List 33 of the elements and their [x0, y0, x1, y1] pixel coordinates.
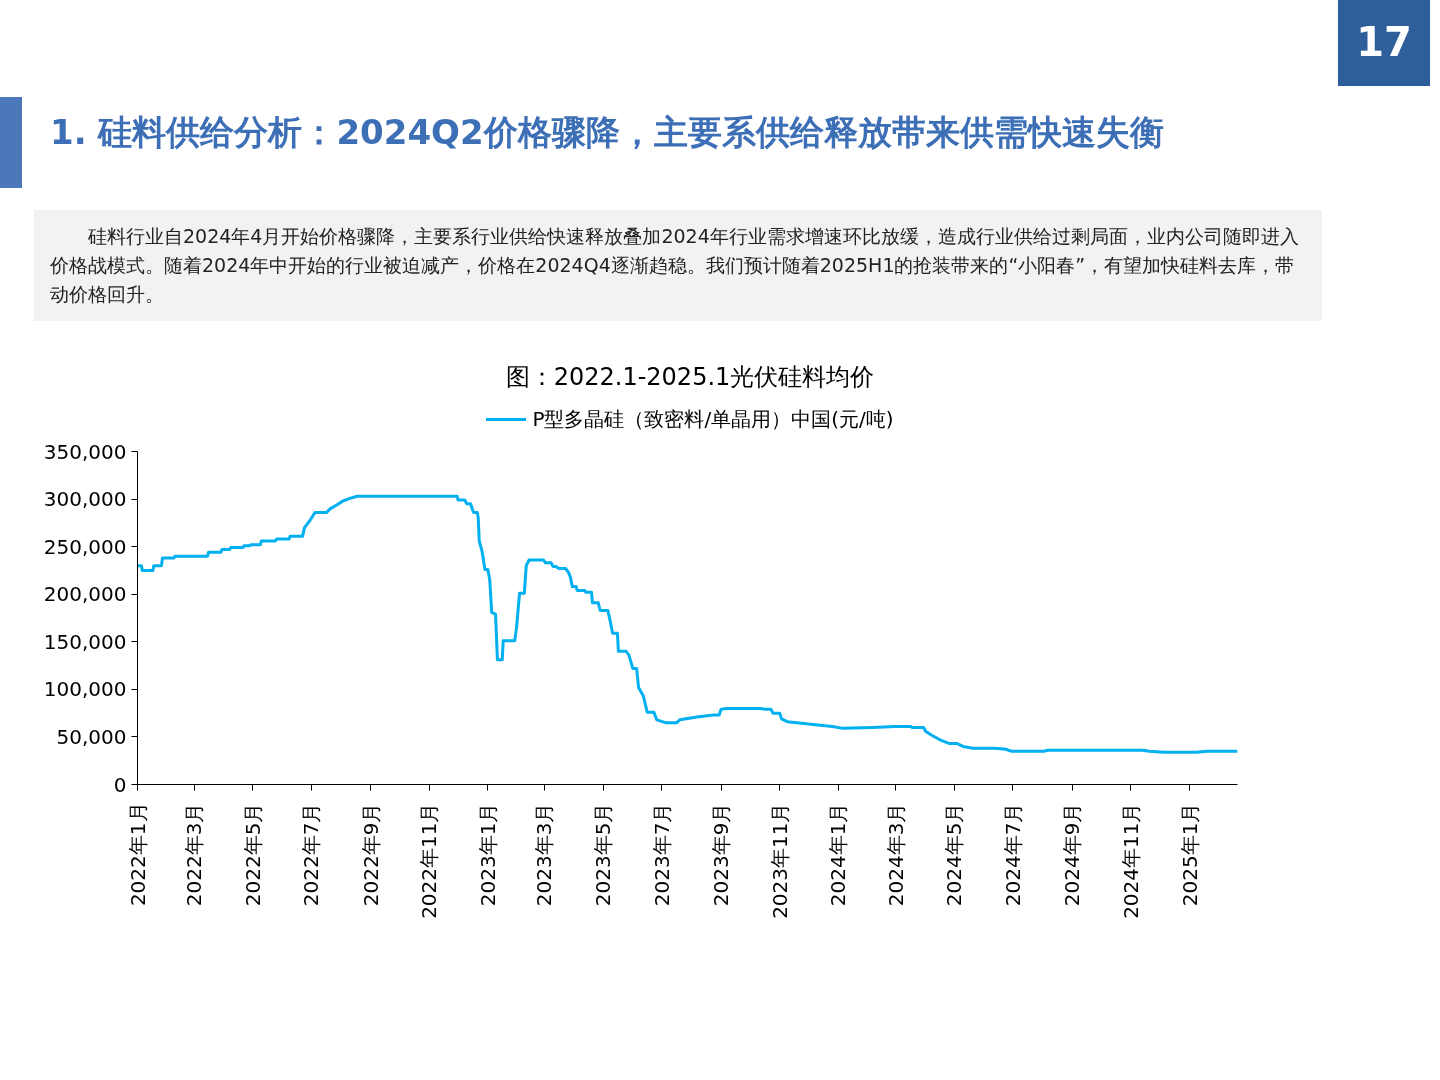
y-tick-label: 50,000 [56, 724, 127, 749]
chart-title: 1. 硅料供给分析：2024Q2价格骤降，主要系供给释放带来供需快速失衡 [50, 111, 1164, 154]
x-tick-label: 2025年1月 [1177, 802, 1202, 907]
x-tick-label: 2022年5月 [240, 802, 265, 907]
x-tick-label: 2024年5月 [942, 802, 967, 907]
x-tick-label: 2022年9月 [358, 802, 383, 907]
legend-label: P型多晶硅（致密料/单晶用）中国(元/吨) [531, 406, 894, 434]
y-tick-label: 300,000 [43, 487, 127, 512]
x-tick-label: 2022年3月 [182, 802, 207, 907]
x-tick-label: 2023年11月 [767, 802, 792, 919]
text: 硅料行业自2024年4月开始价格骤降，主要系行业供给快速释放叠加2024年行业需求增速环比放缓，造成行业供给过剩局面，业内公司随即进入价格战模式。随着2024年中开始的行业被迫减产，价格在2024Q4逐渐趋稳。我们预计随着2025H1的抢装带来的“小阳春”，有望加快硅料去库，带动价格回升。 [34, 210, 1322, 321]
y-tick-label: 200,000 [43, 582, 127, 607]
y-tick-label: 100,000 [43, 677, 127, 702]
y-tick-label: 250,000 [43, 534, 127, 559]
x-tick-label: 2022年7月 [299, 802, 324, 907]
x-tick-label: 2022年1月 [125, 802, 150, 907]
x-tick-label: 2023年1月 [475, 802, 500, 907]
x-tick-label: 2023年5月 [591, 802, 616, 907]
x-tick-label: 2024年11月 [1118, 802, 1143, 919]
y-tick-label: 0 [113, 772, 127, 797]
x-tick-label: 2024年7月 [1000, 802, 1025, 907]
text: 17 [1338, 0, 1430, 86]
x-tick-label: 2022年11月 [417, 802, 442, 919]
line-series [137, 494, 1238, 754]
chart-subtitle: 图：2022.1-2025.1光伏硅料均价 [504, 362, 876, 393]
x-tick-label: 2023年9月 [709, 802, 734, 907]
y-tick-label: 150,000 [43, 629, 127, 654]
x-tick-label: 2023年7月 [649, 802, 674, 907]
x-tick-label: 2023年3月 [532, 802, 557, 907]
y-tick-label: 350,000 [43, 439, 127, 464]
x-tick-label: 2024年9月 [1060, 802, 1085, 907]
x-tick-label: 2024年1月 [826, 802, 851, 907]
x-tick-label: 2024年3月 [883, 802, 908, 907]
